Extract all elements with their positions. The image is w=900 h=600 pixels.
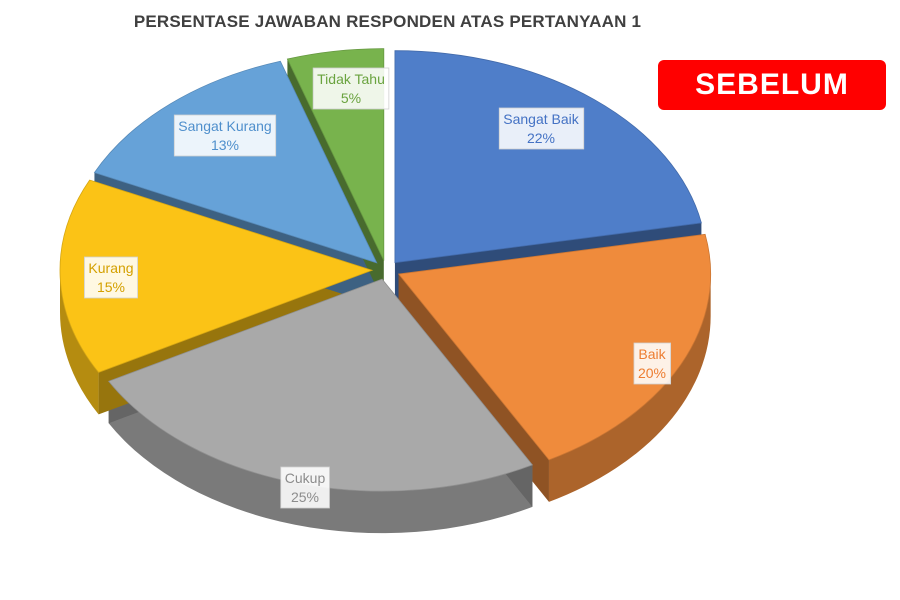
data-label-name: Cukup [285, 470, 326, 486]
sebelum-badge: SEBELUM [658, 60, 886, 110]
data-label-value: 5% [341, 90, 361, 106]
slice-baik [397, 233, 712, 461]
data-label-box [84, 256, 138, 299]
data-label-sangat-kurang: Sangat Kurang 13% [173, 114, 277, 157]
slice-side-baik [548, 274, 711, 502]
data-label-sangat-baik: Sangat Baik 22% [498, 107, 585, 150]
data-label-box [173, 114, 277, 157]
data-label-value: 20% [638, 365, 666, 381]
data-label-name: Sangat Baik [503, 111, 579, 127]
data-label-kurang: Kurang 15% [84, 256, 138, 299]
data-label-tidak-tahu: Tidak Tahu 5% [312, 67, 390, 110]
data-label-box [498, 107, 585, 150]
data-label-value: 25% [291, 489, 319, 505]
data-label-value: 22% [527, 130, 555, 146]
data-label-name: Sangat Kurang [178, 118, 271, 134]
data-label-name: Tidak Tahu [317, 71, 385, 87]
slice-side-kurang [60, 270, 99, 415]
data-label-value: 13% [211, 137, 239, 153]
slice-side-cukup [108, 381, 533, 534]
slice-kurang [59, 179, 374, 373]
data-label-cukup: Cukup 25% [280, 466, 330, 509]
data-label-box [633, 342, 672, 385]
data-label-name: Baik [638, 346, 666, 362]
data-label-baik: Baik 20% [633, 342, 672, 385]
chart-title: PERSENTASE JAWABAN RESPONDEN ATAS PERTAN… [133, 12, 642, 31]
slice-sangat-kurang [93, 60, 378, 264]
data-label-box [280, 466, 330, 509]
data-label-name: Kurang [88, 260, 133, 276]
slice-sangat-baik [394, 50, 702, 264]
data-label-value: 15% [97, 279, 125, 295]
data-label-box [312, 67, 390, 110]
